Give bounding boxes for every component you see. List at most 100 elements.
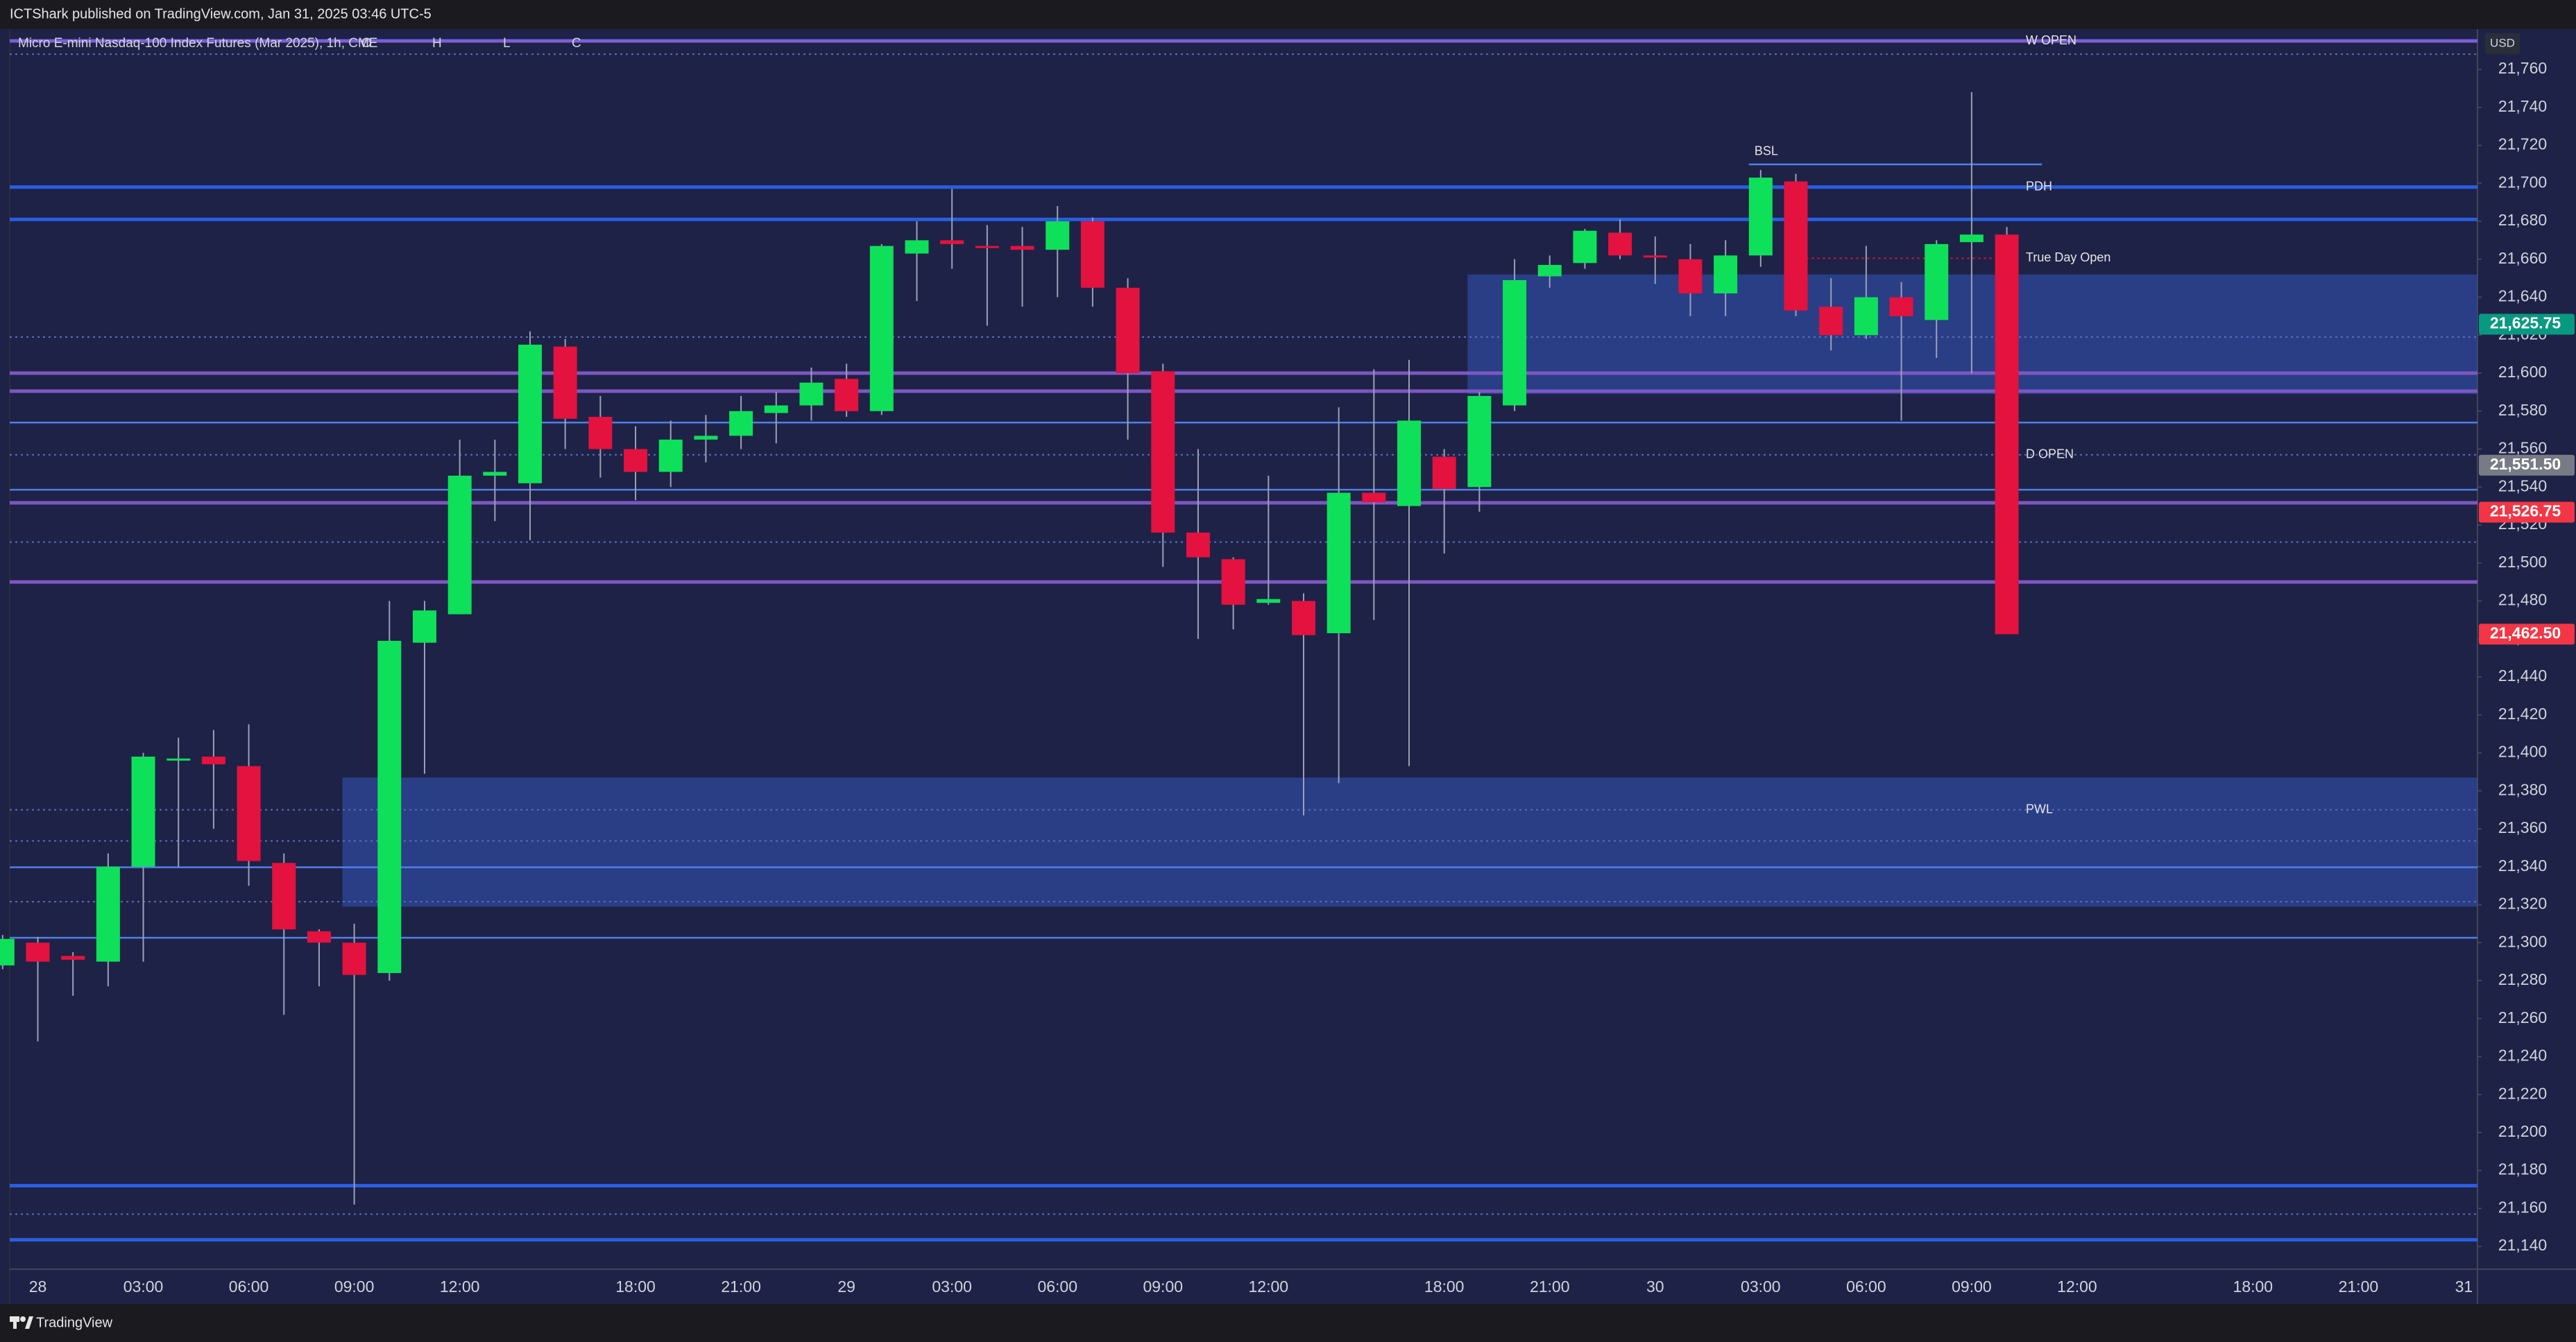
y-tick-label: 21,540 [2498,476,2547,494]
candle-body [1467,395,1492,488]
y-tick-label: 21,700 [2498,173,2547,191]
candle-body [940,240,964,244]
price-badge-label: 21,625.75 [2490,314,2561,332]
candle-body [1608,232,1632,256]
candle-body [1010,246,1034,250]
candle-body [1714,255,1738,294]
candle-body [1959,234,1984,243]
currency: USD [2490,36,2515,49]
price-badge-label: 21,526.75 [2490,502,2561,520]
candle-body [1889,297,1913,316]
x-tick-label: 31 [2455,1278,2473,1296]
candle-body [412,610,436,643]
candle-body [624,449,648,472]
price-badge [2479,623,2575,645]
candle-body [869,246,894,411]
levels: W OPEN BSL PDH True Day Open D OPEN PWL [10,33,2477,1242]
x-tick-label: 06:00 [1037,1278,1077,1296]
price-badge [2479,454,2575,476]
candle-body [483,472,507,476]
x-tick-label: 30 [1646,1278,1664,1296]
level-label: D OPEN [2026,447,2074,461]
candle-body [377,640,402,973]
level-label: PWL [2026,802,2053,816]
candle-body [1854,297,1878,336]
y-tick-label: 21,500 [2498,553,2547,571]
x-tick-label: 12:00 [2057,1278,2097,1296]
price-badge-label: 21,551.50 [2490,455,2561,473]
zone [1467,274,2477,395]
candle-body [167,758,191,761]
y-tick-label: 21,480 [2498,591,2547,609]
y-tick-label: 21,380 [2498,780,2547,798]
candle-body [835,379,859,411]
candle-body [1116,287,1140,374]
x-tick-label: 29 [837,1278,855,1296]
candle-body [1432,456,1456,490]
zone [342,777,2477,907]
candle-body [694,436,718,440]
candle-body [553,346,577,419]
y-tick-label: 21,240 [2498,1047,2547,1065]
candle-body [447,475,472,614]
x-tick-label: 18:00 [615,1278,656,1296]
symbol-title: Micro E-mini Nasdaq-100 Index Futures (M… [18,36,377,51]
y-tick-label: 21,220 [2498,1084,2547,1102]
level-label: PDH [2026,180,2052,193]
y-tick-label: 21,600 [2498,363,2547,381]
candle-body [1573,230,1597,264]
axes: 21,140 21,160 21,180 21,200 21,220 21,240 21,2… [29,59,2575,1296]
candle-body [131,756,155,867]
currency-box [2485,33,2520,54]
candle-body [1678,259,1703,294]
x-tick-label: 03:00 [932,1278,972,1296]
footer-strip [0,1304,2576,1342]
y-tick-label: 21,320 [2498,895,2547,913]
candle-body [1748,178,1773,256]
y-tick-label: 21,180 [2498,1160,2547,1178]
candle-body [1643,255,1667,258]
y-tick-label: 21,560 [2498,439,2547,457]
candle-body [307,931,331,943]
ohlc-letter: L [503,36,511,51]
candle-body [975,246,999,248]
price-badge [2479,313,2575,335]
x-tick-label: 12:00 [440,1278,480,1296]
y-tick-label: 21,660 [2498,249,2547,267]
y-tick-label: 21,760 [2498,59,2547,77]
x-tick-label: 21:00 [1530,1278,1570,1296]
candle-body [1819,307,1843,336]
candle-body [1046,221,1070,250]
y-tick-label: 21,400 [2498,743,2547,761]
candle-body [588,416,613,449]
x-tick-label: 06:00 [1846,1278,1886,1296]
y-tick-label: 21,420 [2498,705,2547,723]
candle-body [1995,234,2019,635]
candles [0,92,2019,1205]
y-tick-label: 21,140 [2498,1236,2547,1254]
y-tick-label: 21,640 [2498,287,2547,305]
top-strip [0,0,2576,29]
candle-body [96,866,120,962]
candle-body [905,240,929,254]
candle-body [658,439,683,472]
candle-body [26,943,50,962]
y-tick-label: 21,720 [2498,135,2547,153]
x-tick-label: 06:00 [229,1278,269,1296]
candle-body [518,344,543,483]
x-tick-label: 12:00 [1249,1278,1289,1296]
y-tick-label: 21,580 [2498,401,2547,419]
candle-body [201,756,225,764]
candle-body [1537,265,1562,277]
candle-body [1256,599,1281,603]
ohlc-letter: O [361,36,372,51]
candle-body [799,382,824,406]
brand: TradingView [36,1315,113,1330]
x-tick-label: 09:00 [1143,1278,1183,1296]
level-label: True Day Open [2026,250,2110,264]
candle-body [1397,420,1422,506]
candle-body [1327,492,1351,634]
candle-body [272,863,296,930]
candle-body [1784,181,1808,311]
